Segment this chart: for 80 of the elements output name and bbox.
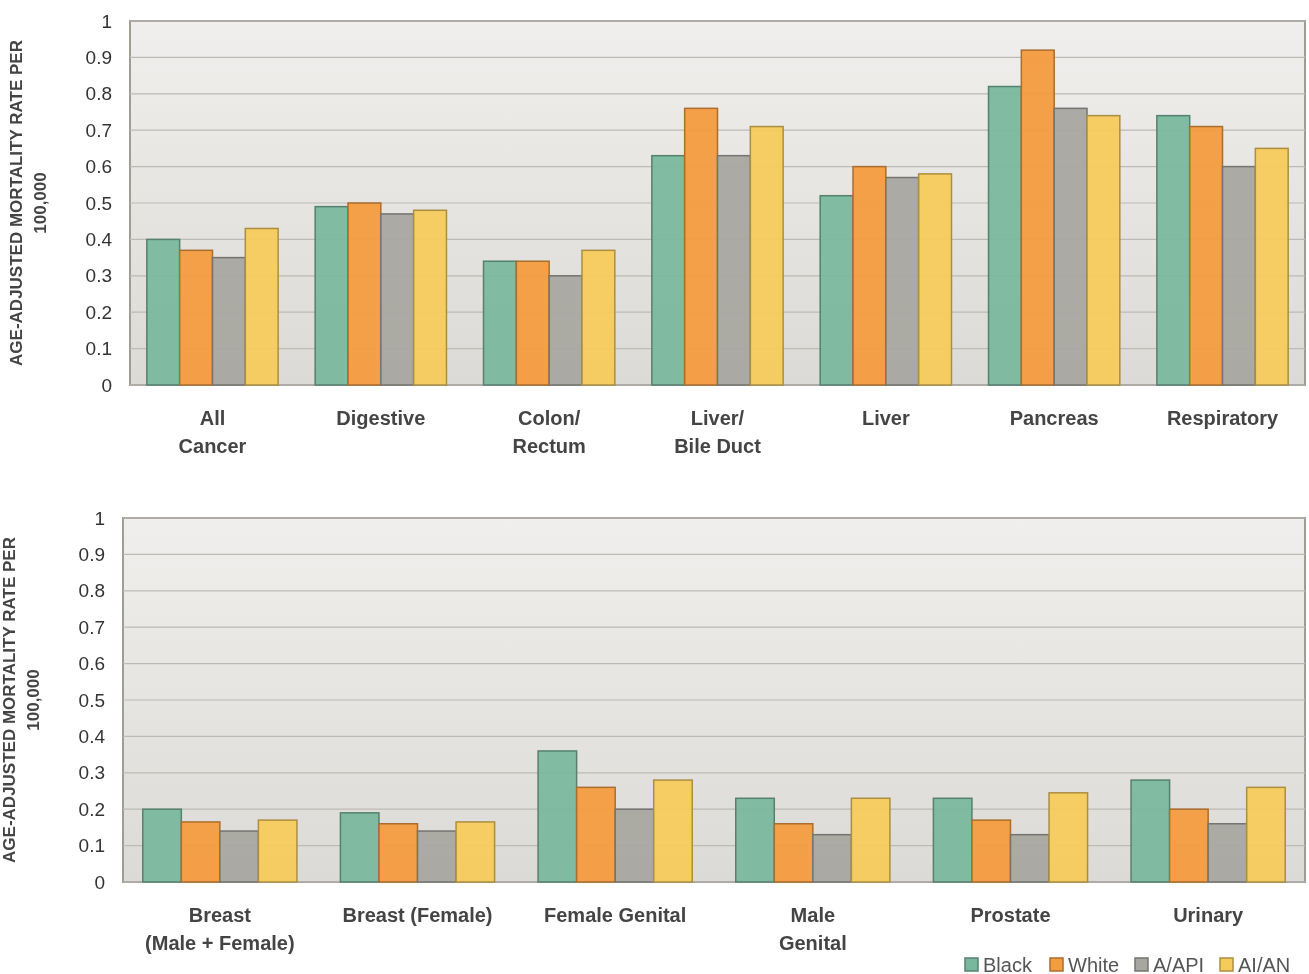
y-tick-label: 0.8 [85, 83, 112, 105]
y-tick-label: 0.4 [85, 229, 113, 251]
y-tick-label: 0.6 [85, 156, 112, 178]
bar [314, 205, 349, 386]
bar [142, 808, 183, 883]
bar [819, 194, 854, 386]
x-tick-label: Urinary [1173, 904, 1245, 926]
bar [932, 797, 973, 883]
y-tick-label: 0.8 [78, 580, 105, 602]
bar [850, 797, 891, 883]
x-tick-label: Colon/ Rectum [512, 407, 586, 457]
bar [537, 750, 578, 883]
x-tick-label: Digestive [336, 407, 426, 429]
bar [987, 85, 1023, 386]
legend-label: White [1068, 954, 1120, 974]
bar [1048, 792, 1089, 883]
y-tick-label: 0.2 [78, 798, 105, 820]
y-tick-label: 0.6 [78, 653, 105, 675]
y-tick-label: 0.1 [85, 338, 112, 360]
bar [178, 249, 214, 386]
bar [1188, 125, 1224, 386]
bar [749, 125, 784, 386]
bar [180, 821, 221, 883]
bar [734, 797, 776, 883]
y-tick-label: 0.2 [85, 301, 112, 323]
y-tick-label: 0.3 [85, 265, 112, 287]
x-tick-label: All Cancer [178, 407, 247, 457]
bar [339, 812, 380, 883]
bar [1086, 114, 1121, 386]
y-tick-label: 0.4 [78, 726, 106, 748]
bar [515, 260, 550, 386]
bar [971, 819, 1012, 883]
y-axis-title: AGE-ADJUSTED MORTALITY RATE PER 100,000 [7, 40, 50, 366]
x-tick-label: Liver [861, 407, 910, 429]
x-tick-label: Male Genital [778, 904, 847, 954]
bar [652, 779, 694, 883]
legend-label: A/API [1153, 954, 1205, 974]
bar [852, 165, 887, 386]
bar [482, 260, 518, 386]
x-tick-label: Breast (Male + Female) [145, 904, 295, 954]
legend-label: Black [983, 954, 1033, 974]
bar [455, 821, 496, 883]
bar [412, 209, 448, 386]
bar [917, 173, 953, 386]
y-tick-label: 0.5 [78, 689, 105, 711]
y-tick-label: 1 [101, 10, 112, 32]
bar [244, 227, 279, 386]
bar [347, 202, 382, 386]
bar [575, 786, 616, 883]
bar [378, 823, 419, 883]
bar [1254, 147, 1289, 386]
bar [1020, 49, 1055, 386]
bar [683, 107, 719, 386]
bar [146, 238, 181, 386]
bar [773, 823, 814, 883]
bar [257, 819, 298, 883]
x-tick-label: Female Genital [544, 904, 687, 926]
bar [581, 249, 616, 386]
y-tick-label: 0.7 [85, 119, 112, 141]
bar [1156, 114, 1191, 386]
y-axis-title: AGE-ADJUSTED MORTALITY RATE PER 100,000 [0, 537, 43, 863]
bar [651, 154, 686, 386]
legend-label: AI/AN [1238, 954, 1291, 974]
bar [1130, 779, 1171, 883]
y-tick-label: 0.3 [78, 762, 105, 784]
bar [1168, 808, 1209, 883]
y-tick-label: 0.5 [85, 192, 112, 214]
x-tick-label: Breast (Female) [342, 904, 493, 926]
x-tick-label: Prostate [970, 904, 1051, 926]
y-tick-label: 0.7 [78, 616, 105, 638]
x-tick-label: Liver/ Bile Duct [674, 407, 762, 457]
y-tick-label: 0.9 [85, 47, 112, 69]
bar [1245, 786, 1286, 883]
x-tick-label: Respiratory [1166, 407, 1279, 429]
y-tick-label: 0 [101, 374, 112, 396]
x-tick-label: Pancreas [1009, 407, 1099, 429]
y-tick-label: 0.9 [78, 544, 105, 566]
y-tick-label: 0.1 [78, 835, 105, 857]
y-tick-label: 0 [94, 871, 105, 893]
y-tick-label: 1 [94, 507, 105, 529]
